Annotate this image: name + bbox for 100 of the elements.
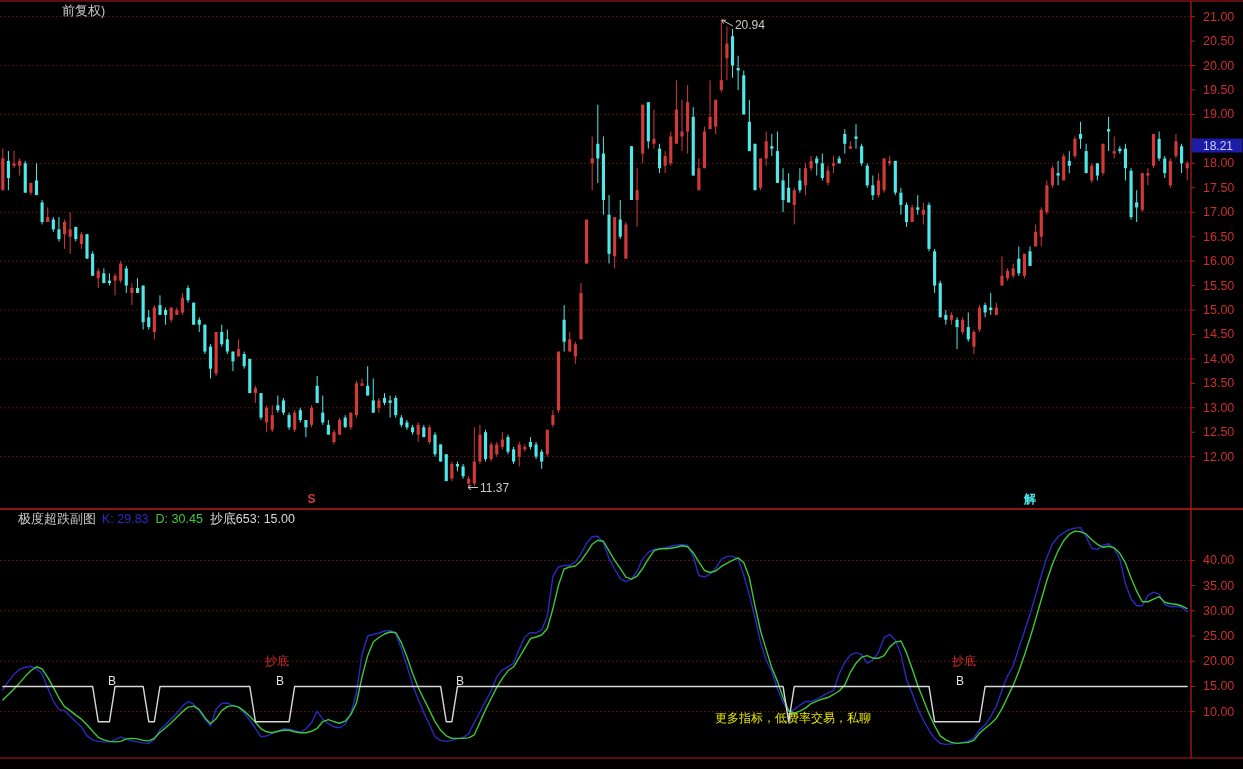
- candlestick: [871, 175, 875, 201]
- y-tick-label: 25.00: [1203, 629, 1235, 644]
- candlestick: [966, 311, 970, 343]
- candlestick: [680, 99, 684, 152]
- candlestick: [91, 250, 95, 277]
- candlestick: [983, 302, 987, 318]
- candlestick: [1078, 121, 1083, 150]
- candlestick: [208, 343, 213, 379]
- y-tick-label: 35.00: [1203, 578, 1235, 593]
- y-tick-label: 30.00: [1203, 603, 1235, 618]
- annotation: B: [456, 674, 465, 689]
- candlestick: [1084, 143, 1088, 174]
- candlestick: [377, 397, 381, 414]
- annotation: B: [107, 674, 116, 689]
- candlestick: [596, 104, 600, 184]
- candlestick: [904, 201, 909, 228]
- candlestick: [360, 377, 364, 387]
- candlestick: [309, 404, 314, 428]
- candlestick: [1123, 143, 1128, 181]
- annotation: 11.37: [480, 480, 510, 495]
- candlestick: [506, 434, 510, 455]
- candlestick: [34, 162, 39, 196]
- y-tick-label: 20.50: [1203, 34, 1235, 49]
- candlestick: [1107, 116, 1111, 152]
- candlestick: [652, 109, 656, 150]
- candlestick: [1157, 131, 1161, 162]
- y-tick-label: 40.00: [1203, 553, 1235, 568]
- annotation: 抄底: [952, 653, 977, 668]
- y-tick-label: 10.00: [1203, 704, 1235, 719]
- candlestick: [517, 441, 521, 467]
- candlestick: [113, 272, 117, 296]
- candlestick: [876, 172, 881, 199]
- annotation: B: [955, 674, 964, 689]
- candlestick: [1000, 255, 1004, 287]
- text: K: 29.83: [102, 512, 149, 526]
- candlestick: [6, 150, 10, 191]
- annotation: 抄底: [265, 653, 290, 668]
- candlestick: [371, 377, 375, 414]
- y-tick-label: 15.00: [1203, 303, 1235, 317]
- y-tick-label: 19.50: [1203, 83, 1235, 97]
- candlestick: [719, 19, 723, 93]
- candlestick: [124, 265, 128, 294]
- annotation: 20.94: [734, 18, 766, 33]
- candlestick: [180, 292, 184, 316]
- candlestick: [12, 150, 16, 169]
- candlestick: [40, 199, 44, 225]
- y-tick-label: 15.50: [1203, 278, 1235, 293]
- candlestick: [573, 341, 577, 365]
- y-tick-label: 12.00: [1203, 449, 1235, 464]
- candlestick: [62, 219, 67, 250]
- candlestick: [147, 309, 151, 331]
- candlestick: [315, 375, 319, 404]
- y-tick-label: 18.00: [1203, 156, 1235, 171]
- candlestick: [921, 201, 925, 225]
- candlestick: [725, 25, 729, 81]
- chart-title: 前复权): [62, 4, 106, 18]
- candlestick: [433, 431, 437, 458]
- text: 解: [1024, 492, 1037, 506]
- candlestick: [489, 441, 493, 463]
- candlestick: [590, 135, 594, 191]
- y-tick-label: 13.00: [1203, 400, 1235, 415]
- candlestick: [854, 123, 858, 150]
- candlestick: [916, 194, 920, 216]
- candlestick: [568, 331, 572, 353]
- candlestick: [955, 316, 959, 350]
- y-tick-label: 14.50: [1203, 327, 1235, 342]
- y-tick-label: 17.00: [1203, 205, 1235, 220]
- y-tick-label: 12.50: [1203, 425, 1235, 440]
- candlestick: [1163, 155, 1167, 179]
- candlestick: [815, 155, 819, 177]
- candlestick: [1073, 135, 1077, 159]
- annotation: B: [276, 674, 285, 689]
- candlestick: [803, 162, 808, 196]
- candlestick: [1112, 135, 1116, 159]
- candlestick: [657, 143, 662, 174]
- candlestick: [427, 424, 431, 445]
- candlestick: [276, 395, 280, 414]
- text: S: [307, 492, 316, 506]
- candlestick: [130, 282, 134, 306]
- candlestick: [158, 294, 162, 316]
- candlestick: [972, 329, 976, 355]
- candlestick: [618, 199, 622, 240]
- candlestick: [68, 211, 72, 255]
- candlestick: [798, 167, 802, 194]
- candlestick: [57, 216, 61, 243]
- candlestick: [865, 162, 869, 189]
- text: 抄底653: 15.00: [209, 512, 295, 526]
- candlestick: [826, 165, 830, 186]
- chart-title: 极度超跌副图: [17, 511, 96, 526]
- candlestick: [450, 461, 454, 482]
- y-tick-label: 20.00: [1203, 58, 1235, 73]
- candlestick: [1056, 160, 1060, 186]
- candlestick: [1180, 143, 1184, 174]
- y-tick-label: 21.00: [1203, 9, 1235, 24]
- candlestick: [860, 143, 864, 167]
- text: D: 30.45: [155, 512, 203, 526]
- candlestick: [1067, 150, 1071, 174]
- y-tick-label: 19.00: [1203, 107, 1235, 122]
- y-tick-label: 20.00: [1203, 654, 1235, 669]
- candlestick: [1174, 133, 1178, 159]
